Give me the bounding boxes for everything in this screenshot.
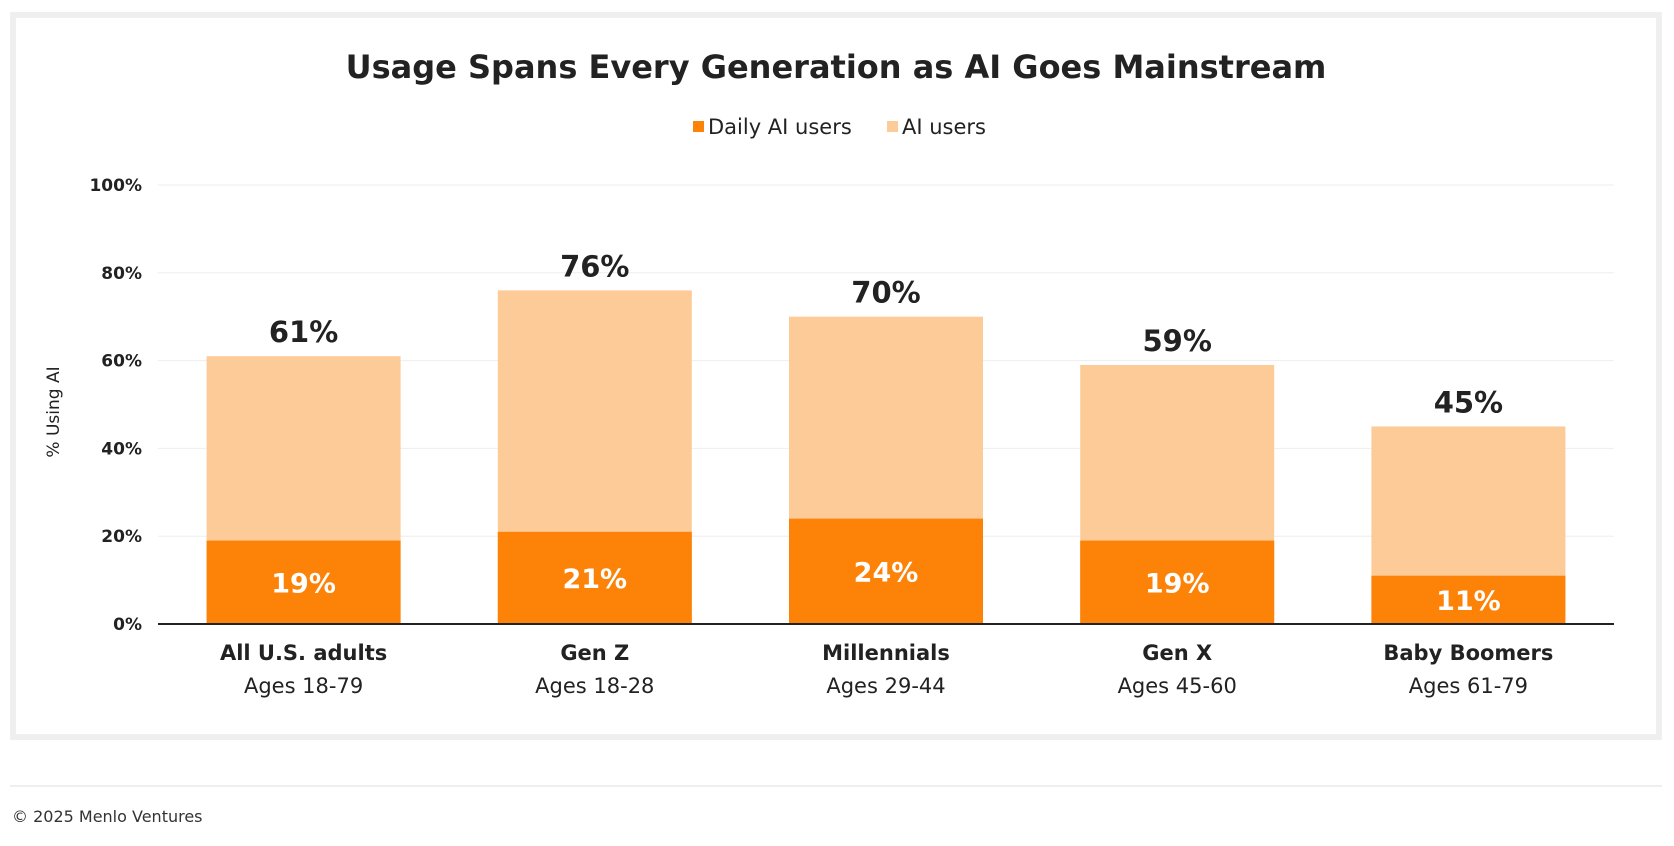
data-label-ai-users: 45% [1434,385,1503,419]
category-sublabel: Ages 18-79 [244,674,363,698]
data-label-ai-users: 76% [560,249,629,283]
y-tick-labels: 0% 20% 40% 60% 80% 100% [89,176,142,635]
legend-swatch-daily [693,121,704,132]
category-label: All U.S. adults [220,641,387,665]
category-label: Gen Z [560,641,629,665]
data-label-daily-ai-users: 19% [271,568,336,599]
x-tick-labels: All U.S. adults Ages 18-79 Gen Z Ages 18-28… [220,641,1553,698]
data-label-daily-ai-users: 19% [1145,568,1210,599]
y-axis-label: % Using AI [44,366,64,457]
category-label: Gen X [1142,641,1212,665]
bar-daily-ai-users [206,540,401,624]
chart-title: Usage Spans Every Generation as AI Goes … [346,48,1327,86]
category-sublabel: Ages 61-79 [1409,674,1528,698]
category-label: Millennials [822,641,950,665]
data-label-ai-users: 61% [269,315,338,349]
data-label-ai-users: 59% [1142,324,1211,358]
y-tick-label: 40% [101,439,142,459]
bar-daily-ai-users [1080,540,1275,624]
legend: Daily AI users AI users [693,115,986,139]
bar-daily-ai-users [789,518,983,624]
y-tick-label: 60% [101,352,142,372]
legend-label-users: AI users [902,115,986,139]
data-label-daily-ai-users: 11% [1436,586,1501,617]
y-tick-label: 80% [101,264,142,284]
category-label: Baby Boomers [1383,641,1553,665]
copyright-text: © 2025 Menlo Ventures [12,807,203,826]
category-sublabel: Ages 45-60 [1118,674,1237,698]
data-label-ai-users: 70% [851,276,920,310]
category-sublabel: Ages 18-28 [535,674,654,698]
legend-label-daily: Daily AI users [708,115,852,139]
chart-svg: Usage Spans Every Generation as AI Goes … [44,48,1614,698]
bar-daily-ai-users [1371,575,1566,624]
category-sublabel: Ages 29-44 [826,674,945,698]
y-tick-label: 0% [113,615,142,635]
bar-daily-ai-users [497,531,692,624]
bars: 61% 19% 76% 21% 70% 24% 59% 19% 45% 11% [206,249,1566,624]
footer-divider [10,785,1662,787]
y-tick-label: 100% [89,176,142,196]
data-label-daily-ai-users: 24% [854,557,919,588]
data-label-daily-ai-users: 21% [562,564,627,595]
y-tick-label: 20% [101,527,142,547]
legend-swatch-users [887,121,898,132]
